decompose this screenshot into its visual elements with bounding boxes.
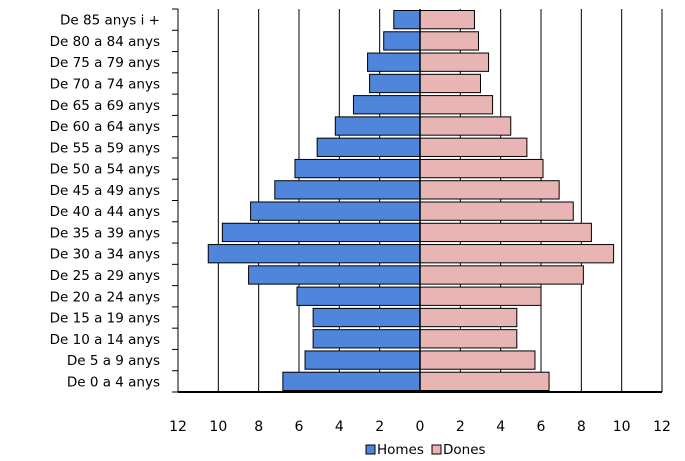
legend-swatch-homes xyxy=(365,444,376,455)
x-tick-label: 2 xyxy=(456,419,465,435)
category-label: De 70 a 74 anys xyxy=(50,76,160,92)
category-label: De 85 anys i + xyxy=(60,13,160,29)
x-tick-label: 4 xyxy=(496,419,505,435)
legend-label-homes: Homes xyxy=(377,442,424,458)
bar-dones xyxy=(419,52,490,72)
category-label: De 45 a 49 anys xyxy=(50,183,160,199)
x-tick-label: 8 xyxy=(254,419,263,435)
bars xyxy=(207,9,615,392)
category-label: De 15 a 19 anys xyxy=(50,311,160,327)
x-tick-label: 12 xyxy=(653,419,671,435)
bar-homes xyxy=(312,307,421,328)
bar-homes xyxy=(248,265,421,285)
x-tick-label: 2 xyxy=(375,419,384,435)
category-label: De 80 a 84 anys xyxy=(50,34,160,50)
axes xyxy=(172,8,662,393)
x-tick-label: 4 xyxy=(335,419,344,435)
x-tick-label: 8 xyxy=(577,419,586,435)
category-label: De 30 a 34 anys xyxy=(50,247,160,263)
x-tick-label: 6 xyxy=(295,419,304,435)
x-tick-label: 6 xyxy=(537,419,546,435)
bar-dones xyxy=(419,244,615,264)
bar-homes xyxy=(312,329,421,349)
legend: Homes Dones xyxy=(365,442,486,458)
bar-dones xyxy=(419,31,479,51)
category-label: De 25 a 29 anys xyxy=(50,268,160,284)
gridlines xyxy=(177,9,663,392)
category-label: De 55 a 59 anys xyxy=(50,140,160,156)
bar-dones xyxy=(419,95,494,115)
bar-dones xyxy=(419,201,574,221)
bar-dones xyxy=(419,116,512,136)
category-label: De 40 a 44 anys xyxy=(50,204,160,220)
bar-dones xyxy=(419,329,518,349)
category-label: De 35 a 39 anys xyxy=(50,225,160,241)
category-label: De 60 a 64 anys xyxy=(50,119,160,135)
bar-homes xyxy=(294,158,421,179)
x-tick-label: 0 xyxy=(416,419,425,435)
bar-dones xyxy=(419,158,544,179)
bar-dones xyxy=(419,137,528,157)
bar-homes xyxy=(282,371,421,392)
bar-dones xyxy=(419,371,550,392)
category-label: De 50 a 54 anys xyxy=(50,162,160,178)
category-label: De 10 a 14 anys xyxy=(50,332,160,348)
category-label: De 20 a 24 anys xyxy=(50,289,160,305)
category-label: De 5 a 9 anys xyxy=(67,353,160,369)
x-tick-label: 12 xyxy=(169,419,187,435)
bar-homes xyxy=(250,201,421,221)
legend-swatch-dones xyxy=(431,444,442,455)
bar-homes xyxy=(383,31,421,51)
bar-dones xyxy=(419,9,475,30)
bar-homes xyxy=(369,73,421,94)
bar-homes xyxy=(316,137,421,157)
category-label: De 0 a 4 anys xyxy=(67,374,160,390)
category-label: De 65 a 69 anys xyxy=(50,98,160,114)
bar-homes xyxy=(304,350,421,370)
bar-homes xyxy=(296,286,421,306)
x-tick-label: 10 xyxy=(613,419,631,435)
bar-homes xyxy=(393,9,421,30)
x-tick-labels: 12 10 8 6 4 2 0 2 4 6 8 10 12 xyxy=(169,419,671,435)
bar-homes xyxy=(207,244,421,264)
bar-dones xyxy=(419,307,518,328)
bar-dones xyxy=(419,222,592,243)
bar-homes xyxy=(334,116,421,136)
bar-homes xyxy=(221,222,421,243)
bar-dones xyxy=(419,180,560,200)
bar-homes xyxy=(274,180,421,200)
bar-dones xyxy=(419,265,584,285)
category-labels: De 85 anys i + De 80 a 84 anys De 75 a 79 … xyxy=(50,13,160,391)
bar-dones xyxy=(419,286,542,306)
legend-label-dones: Dones xyxy=(443,442,486,458)
bar-dones xyxy=(419,73,481,94)
x-tick-label: 10 xyxy=(209,419,227,435)
bar-homes xyxy=(367,52,421,72)
category-label: De 75 a 79 anys xyxy=(50,55,160,71)
bar-homes xyxy=(352,95,421,115)
bar-dones xyxy=(419,350,536,370)
